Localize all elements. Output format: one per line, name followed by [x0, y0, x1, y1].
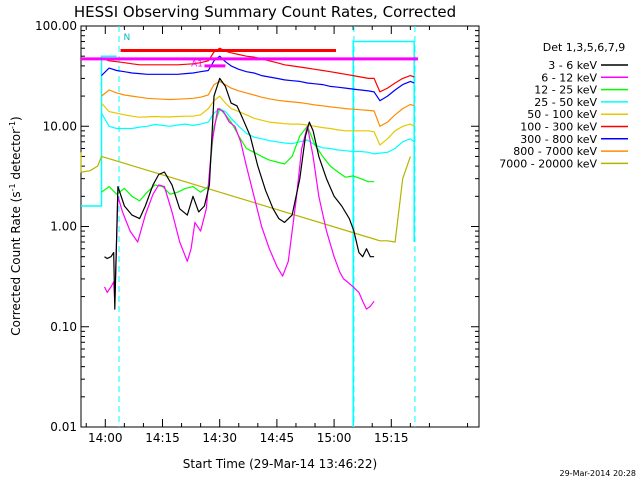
y-tick-label: 100.00	[35, 19, 77, 33]
legend-label: 25 - 50 keV	[534, 96, 597, 109]
legend-label: 800 - 7000 keV	[513, 145, 597, 158]
legend-label: 100 - 300 keV	[520, 121, 597, 134]
x-tick-label: 15:15	[374, 431, 409, 445]
y-axis-label-sup2: -1	[8, 121, 17, 129]
y-tick-label: 10.00	[43, 119, 77, 133]
legend-label: 3 - 6 keV	[548, 59, 597, 72]
series-line	[101, 107, 375, 202]
x-tick-label: 14:45	[260, 431, 295, 445]
legend-label: 6 - 12 keV	[541, 71, 597, 84]
series-line	[80, 152, 411, 243]
y-tick-label: 0.10	[50, 320, 77, 334]
legend-label: 12 - 25 keV	[534, 84, 597, 97]
legend-label: 300 - 800 keV	[520, 133, 597, 146]
x-tick-label: 14:30	[202, 431, 237, 445]
n-label: N	[124, 33, 131, 43]
x-tick-label: 14:15	[145, 431, 180, 445]
y-tick-label: 1.00	[50, 220, 77, 234]
y-axis-label-sup1: -1	[8, 183, 17, 191]
series-line	[100, 107, 415, 155]
footer-date: 29-Mar-2014 20:28	[560, 469, 637, 478]
y-axis-label-mid: detector	[9, 129, 23, 184]
y-tick-label: 0.01	[50, 420, 77, 434]
y-axis-label: Corrected Count Rate (s-1 detector-1)	[8, 116, 23, 335]
chart-title: HESSI Observing Summary Count Rates, Cor…	[74, 3, 456, 21]
plot-area	[80, 25, 480, 428]
series-line	[104, 77, 375, 310]
x-axis-label: Start Time (29-Mar-14 13:46:22)	[183, 457, 377, 471]
y-axis-label-main: Corrected Count Rate (s	[9, 191, 23, 335]
a1-label: A1	[191, 60, 203, 70]
plot-frame	[80, 25, 480, 428]
legend-label: 7000 - 20000 keV	[499, 157, 597, 170]
series-line	[101, 95, 415, 146]
x-tick-label: 14:00	[88, 431, 123, 445]
cyan-indicator-line	[352, 40, 415, 427]
x-tick-label: 15:00	[317, 431, 352, 445]
series-line	[101, 47, 415, 93]
series-line	[101, 55, 415, 102]
series-line	[103, 107, 375, 310]
y-axis-label-end: )	[9, 116, 23, 121]
series-line	[101, 80, 415, 127]
legend-label: 50 - 100 keV	[527, 108, 597, 121]
cyan-indicator-line	[81, 55, 117, 207]
legend-title: Det 1,3,5,6,7,9	[543, 41, 626, 54]
